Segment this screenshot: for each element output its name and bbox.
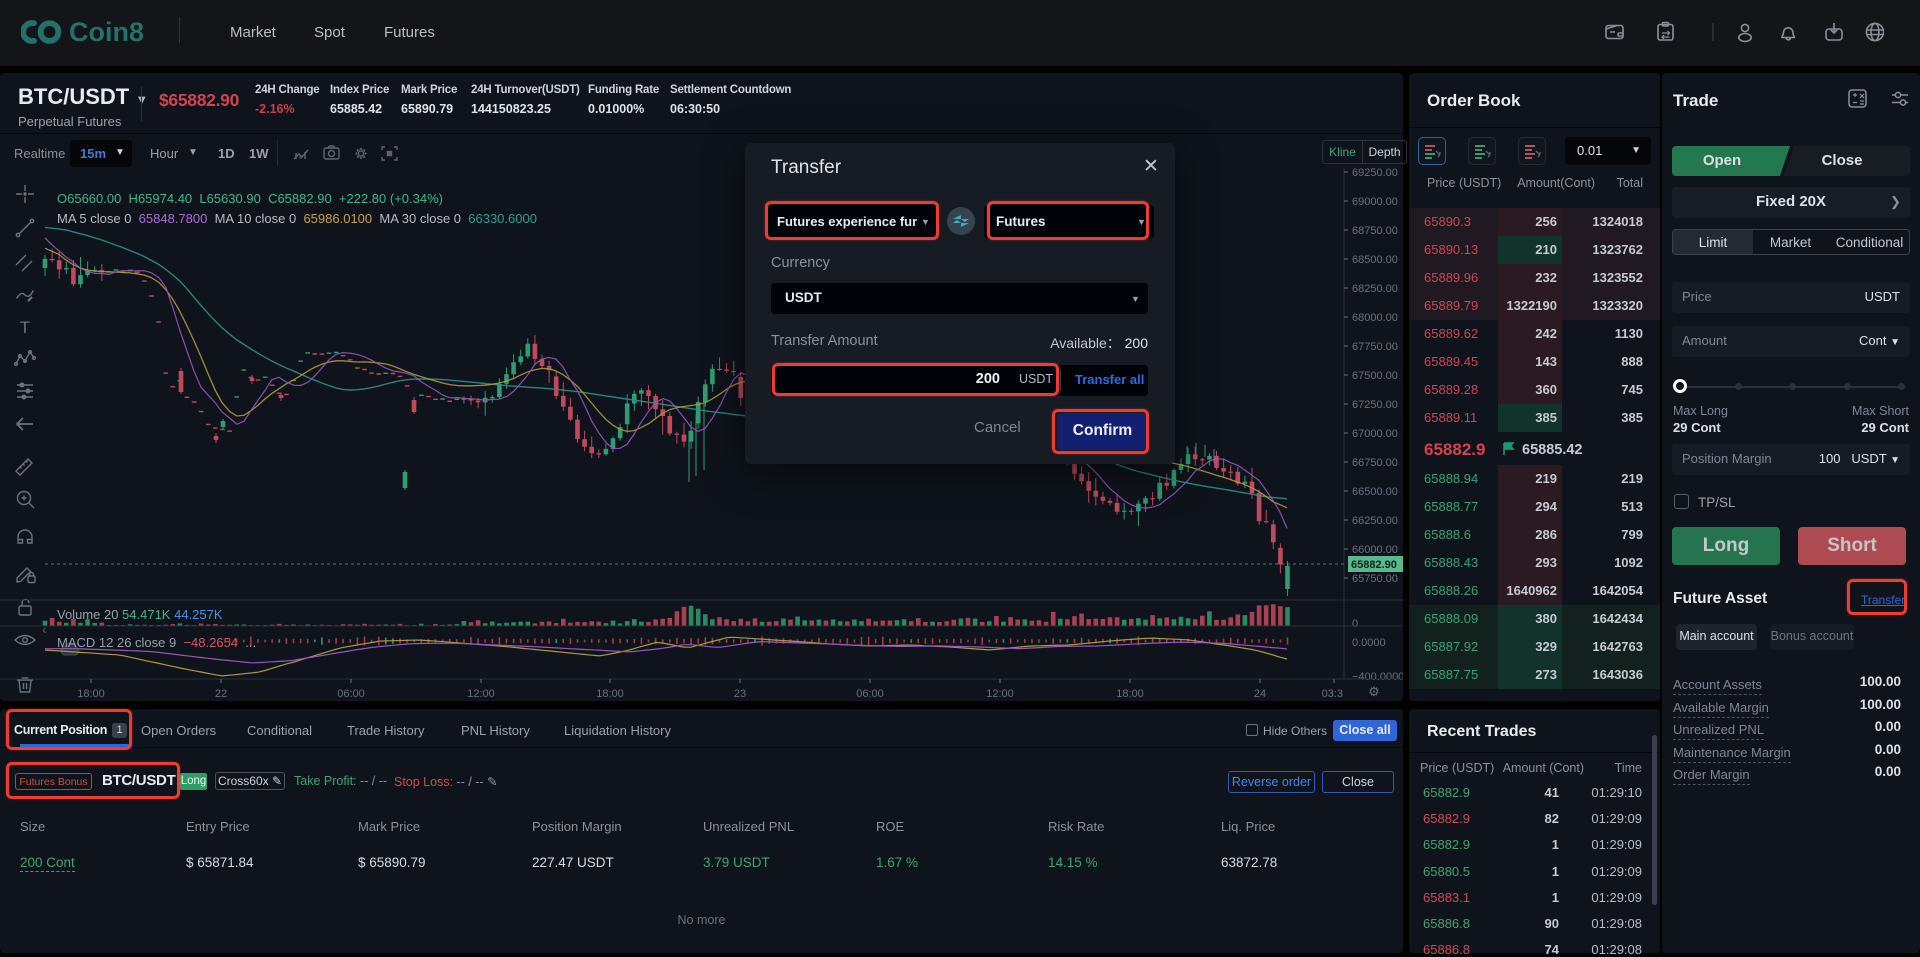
svg-text:18:00: 18:00 [77,688,105,700]
svg-text:66250.00: 66250.00 [1352,515,1398,527]
svg-text:68750.00: 68750.00 [1352,225,1398,237]
svg-text:65750.00: 65750.00 [1352,573,1398,585]
svg-text:T: T [20,318,30,337]
svg-text:24: 24 [1254,688,1266,700]
svg-text:03:3: 03:3 [1322,688,1343,700]
svg-text:67500.00: 67500.00 [1352,370,1398,382]
svg-text:12:00: 12:00 [986,688,1014,700]
svg-text:68000.00: 68000.00 [1352,312,1398,324]
svg-text:22: 22 [215,688,227,700]
svg-text:66750.00: 66750.00 [1352,457,1398,469]
svg-text:65882.90: 65882.90 [1351,559,1397,571]
svg-text:12:00: 12:00 [467,688,495,700]
svg-text:18:00: 18:00 [596,688,624,700]
svg-text:67250.00: 67250.00 [1352,399,1398,411]
svg-text:66500.00: 66500.00 [1352,486,1398,498]
svg-text:67000.00: 67000.00 [1352,428,1398,440]
svg-text:18:00: 18:00 [1116,688,1144,700]
svg-text:06:00: 06:00 [856,688,884,700]
svg-text:68250.00: 68250.00 [1352,283,1398,295]
svg-text:68500.00: 68500.00 [1352,254,1398,266]
svg-text:23: 23 [734,688,746,700]
svg-text:06:00: 06:00 [337,688,365,700]
svg-text:0: 0 [1352,618,1358,630]
svg-text:⚙: ⚙ [1368,684,1380,699]
svg-text:69000.00: 69000.00 [1352,196,1398,208]
svg-text:‹: ‹ [42,621,47,637]
svg-text:69250.00: 69250.00 [1352,168,1398,179]
svg-text:67750.00: 67750.00 [1352,341,1398,353]
svg-text:66000.00: 66000.00 [1352,544,1398,556]
svg-text:0.0000: 0.0000 [1352,637,1386,649]
svg-text:−400.0000: −400.0000 [1352,671,1403,683]
